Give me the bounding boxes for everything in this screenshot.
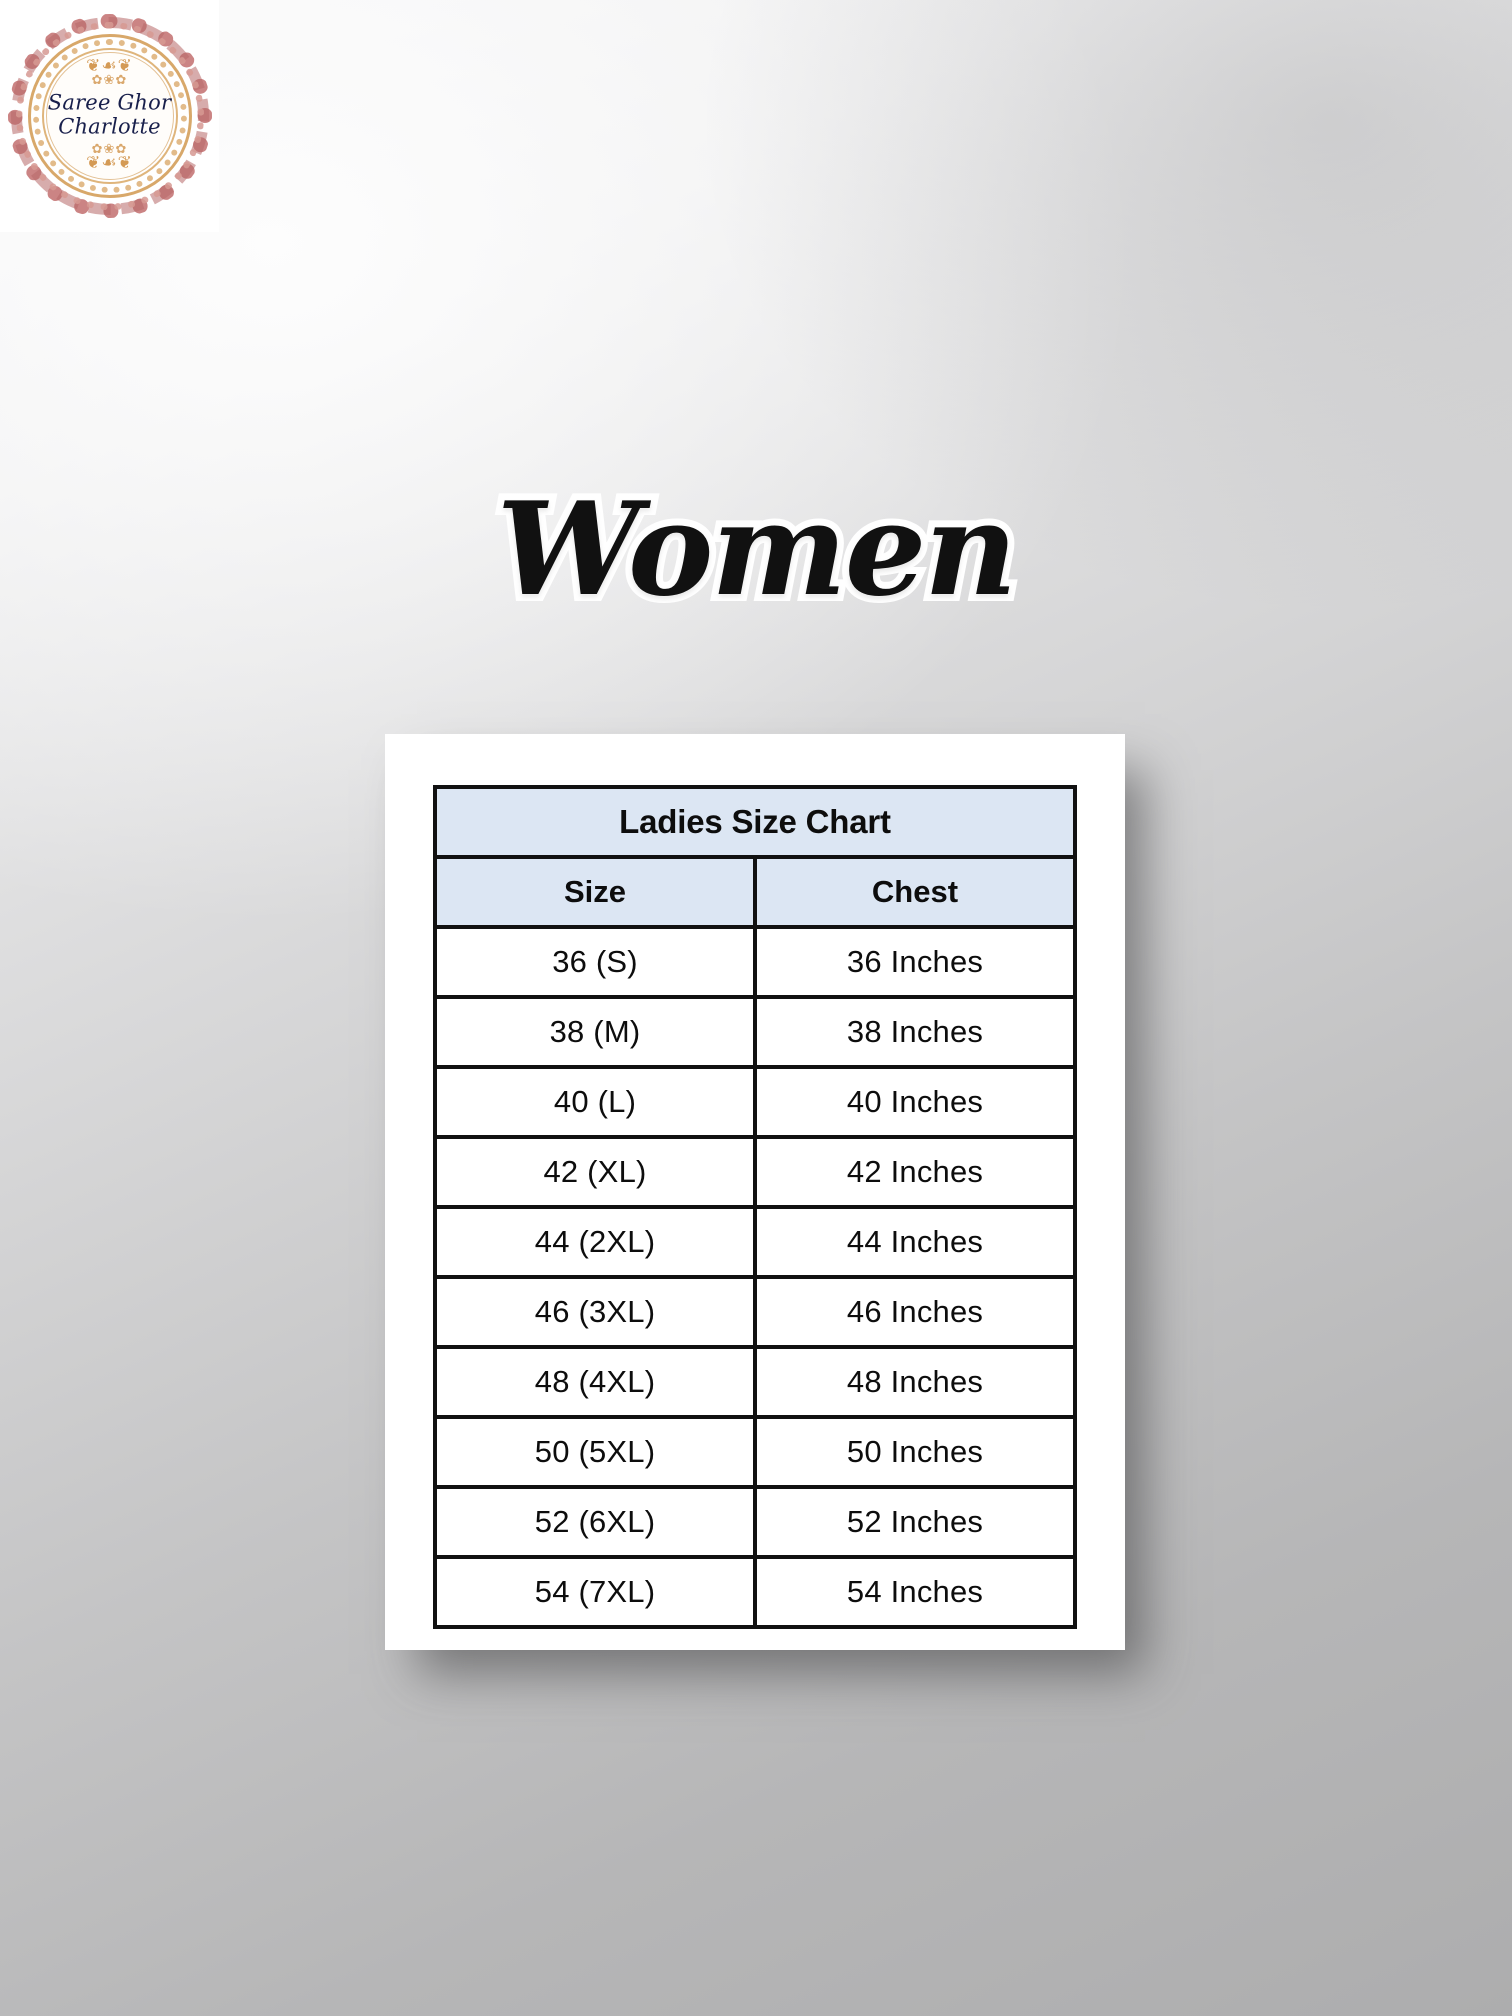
- cell-chest: 38 Inches: [753, 995, 1077, 1069]
- ornament-ring-outer-3: [15, 22, 204, 210]
- cell-size: 52 (6XL): [433, 1485, 757, 1559]
- mandala-ornament-icon: ❦☙❦ ✿❀✿ ❦☙❦ ✿❀✿ Saree Ghor Charlotte: [7, 14, 212, 218]
- table-row: 38 (M) 38 Inches: [433, 995, 1077, 1069]
- flourish-bottom-2-icon: ✿❀✿: [91, 142, 128, 157]
- table-header-row: Size Chest: [433, 855, 1077, 929]
- ornament-ring-mid-3: [41, 48, 178, 184]
- ornament-ring-mid: [27, 34, 192, 198]
- cell-size: 38 (M): [433, 995, 757, 1069]
- table-row: 46 (3XL) 46 Inches: [433, 1275, 1077, 1349]
- table-row: 50 (5XL) 50 Inches: [433, 1415, 1077, 1489]
- cell-chest: 46 Inches: [753, 1275, 1077, 1349]
- ladies-size-chart-table: Ladies Size Chart Size Chest 36 (S) 36 I…: [433, 785, 1077, 1629]
- column-header-chest: Chest: [753, 855, 1077, 929]
- cell-chest: 36 Inches: [753, 925, 1077, 999]
- cell-size: 48 (4XL): [433, 1345, 757, 1419]
- cell-size: 40 (L): [433, 1065, 757, 1139]
- cell-size: 46 (3XL): [433, 1275, 757, 1349]
- ornament-ring-inner: [45, 52, 174, 180]
- cell-size: 50 (5XL): [433, 1415, 757, 1489]
- flourish-top-icon: ❦☙❦: [86, 56, 133, 76]
- cell-chest: 42 Inches: [753, 1135, 1077, 1209]
- size-table-body: Ladies Size Chart Size Chest 36 (S) 36 I…: [433, 785, 1077, 1629]
- cell-size: 44 (2XL): [433, 1205, 757, 1279]
- table-row: 42 (XL) 42 Inches: [433, 1135, 1077, 1209]
- brand-logo-block: ❦☙❦ ✿❀✿ ❦☙❦ ✿❀✿ Saree Ghor Charlotte: [0, 0, 219, 232]
- table-row: 44 (2XL) 44 Inches: [433, 1205, 1077, 1279]
- table-row: 40 (L) 40 Inches: [433, 1065, 1077, 1139]
- cell-chest: 50 Inches: [753, 1415, 1077, 1489]
- size-chart-card: Ladies Size Chart Size Chest 36 (S) 36 I…: [385, 734, 1125, 1650]
- flourish-top-2-icon: ✿❀✿: [91, 73, 128, 88]
- cell-chest: 44 Inches: [753, 1205, 1077, 1279]
- cell-size: 54 (7XL): [433, 1555, 757, 1629]
- brand-name-line-1: Saree Ghor: [47, 90, 172, 115]
- cell-chest: 40 Inches: [753, 1065, 1077, 1139]
- ornament-ring-mid-2: [32, 39, 187, 193]
- cell-chest: 48 Inches: [753, 1345, 1077, 1419]
- cell-size: 36 (S): [433, 925, 757, 999]
- cell-size: 42 (XL): [433, 1135, 757, 1209]
- table-row: 36 (S) 36 Inches: [433, 925, 1077, 999]
- brand-name-line-2: Charlotte: [58, 114, 161, 139]
- page-title-container: Women: [0, 475, 1512, 625]
- cell-chest: 54 Inches: [753, 1555, 1077, 1629]
- column-header-size: Size: [433, 855, 757, 929]
- table-row: 48 (4XL) 48 Inches: [433, 1345, 1077, 1419]
- table-title-cell: Ladies Size Chart: [433, 785, 1077, 859]
- cell-chest: 52 Inches: [753, 1485, 1077, 1559]
- table-title-row: Ladies Size Chart: [433, 785, 1077, 859]
- brand-name: Saree Ghor Charlotte: [35, 90, 185, 139]
- flourish-bottom-icon: ❦☙❦: [86, 153, 133, 173]
- table-row: 52 (6XL) 52 Inches: [433, 1485, 1077, 1559]
- table-row: 54 (7XL) 54 Inches: [433, 1555, 1077, 1629]
- page-title: Women: [490, 475, 1025, 625]
